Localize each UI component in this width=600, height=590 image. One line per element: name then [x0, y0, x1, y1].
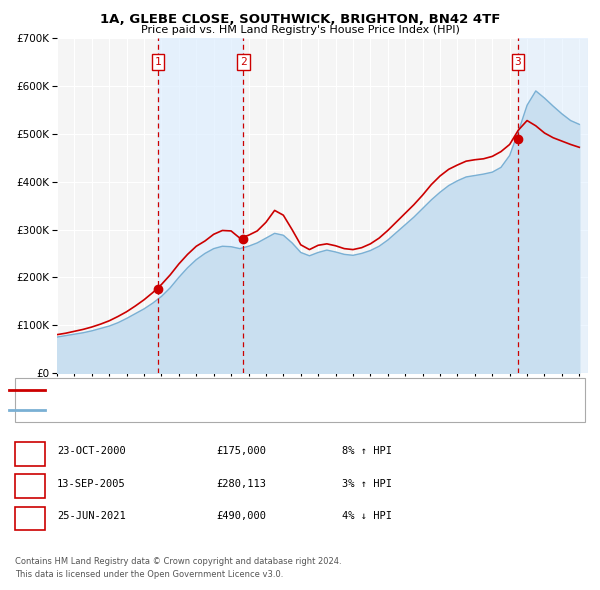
- Text: £490,000: £490,000: [216, 512, 266, 521]
- Text: 23-OCT-2000: 23-OCT-2000: [57, 447, 126, 456]
- Text: 2: 2: [26, 479, 34, 489]
- Text: 3% ↑ HPI: 3% ↑ HPI: [342, 479, 392, 489]
- Text: HPI: Average price, detached house, Adur: HPI: Average price, detached house, Adur: [51, 405, 255, 415]
- Text: 25-JUN-2021: 25-JUN-2021: [57, 512, 126, 521]
- Text: £280,113: £280,113: [216, 479, 266, 489]
- Bar: [518, 38, 588, 373]
- Text: 1: 1: [26, 447, 34, 456]
- Text: 8% ↑ HPI: 8% ↑ HPI: [342, 447, 392, 456]
- Text: £175,000: £175,000: [216, 447, 266, 456]
- Text: 3: 3: [26, 512, 34, 521]
- Bar: [158, 38, 244, 373]
- Text: 13-SEP-2005: 13-SEP-2005: [57, 479, 126, 489]
- Text: 1A, GLEBE CLOSE, SOUTHWICK, BRIGHTON, BN42 4TF (detached house): 1A, GLEBE CLOSE, SOUTHWICK, BRIGHTON, BN…: [51, 385, 404, 395]
- Text: This data is licensed under the Open Government Licence v3.0.: This data is licensed under the Open Gov…: [15, 570, 283, 579]
- Text: Contains HM Land Registry data © Crown copyright and database right 2024.: Contains HM Land Registry data © Crown c…: [15, 557, 341, 566]
- Text: 1A, GLEBE CLOSE, SOUTHWICK, BRIGHTON, BN42 4TF: 1A, GLEBE CLOSE, SOUTHWICK, BRIGHTON, BN…: [100, 13, 500, 26]
- Text: Price paid vs. HM Land Registry's House Price Index (HPI): Price paid vs. HM Land Registry's House …: [140, 25, 460, 35]
- Text: 1: 1: [155, 57, 161, 67]
- Text: 2: 2: [240, 57, 247, 67]
- Text: 3: 3: [515, 57, 521, 67]
- Text: 4% ↓ HPI: 4% ↓ HPI: [342, 512, 392, 521]
